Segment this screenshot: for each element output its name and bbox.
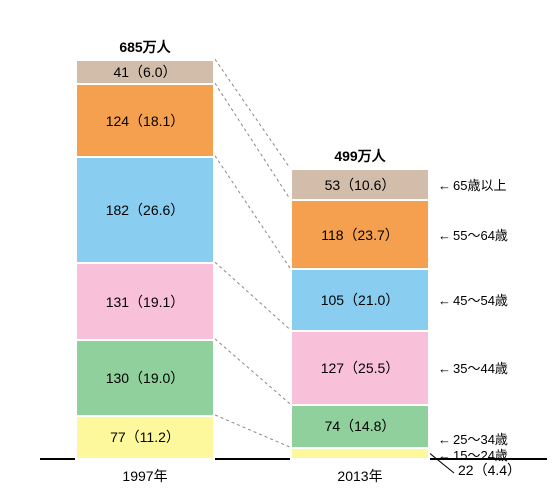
segment: 105（21.0） bbox=[290, 268, 430, 329]
segment: 118（23.7） bbox=[290, 199, 430, 268]
segment: 130（19.0） bbox=[75, 339, 215, 415]
segment: 41（6.0） bbox=[75, 59, 215, 83]
segment: 53（10.6） bbox=[290, 168, 430, 199]
category-label: 65歳以上 bbox=[438, 175, 506, 194]
x-label-2013: 2013年 bbox=[290, 466, 430, 486]
segment: 127（25.5） bbox=[290, 330, 430, 404]
category-label: 45～54歳 bbox=[438, 290, 508, 309]
x-label-1997: 1997年 bbox=[75, 466, 215, 486]
bar-1997-title: 685万人 bbox=[75, 37, 215, 57]
bar-2013-title: 499万人 bbox=[290, 146, 430, 166]
segment: 131（19.1） bbox=[75, 262, 215, 339]
segment: 74（14.8） bbox=[290, 404, 430, 447]
category-label: 15～24歳 bbox=[438, 445, 508, 464]
segment: 124（18.1） bbox=[75, 83, 215, 156]
stacked-bar-chart: 685万人 41（6.0）124（18.1）182（26.6）131（19.1）… bbox=[0, 0, 557, 500]
category-label: 55～64歳 bbox=[438, 225, 508, 244]
segment bbox=[290, 447, 430, 460]
bar-2013: 499万人 53（10.6）118（23.7）105（21.0）127（25.5… bbox=[290, 168, 430, 460]
bar-1997: 685万人 41（6.0）124（18.1）182（26.6）131（19.1）… bbox=[75, 59, 215, 460]
category-label: 35～44歳 bbox=[438, 358, 508, 377]
segment: 182（26.6） bbox=[75, 156, 215, 262]
segment: 77（11.2） bbox=[75, 415, 215, 460]
